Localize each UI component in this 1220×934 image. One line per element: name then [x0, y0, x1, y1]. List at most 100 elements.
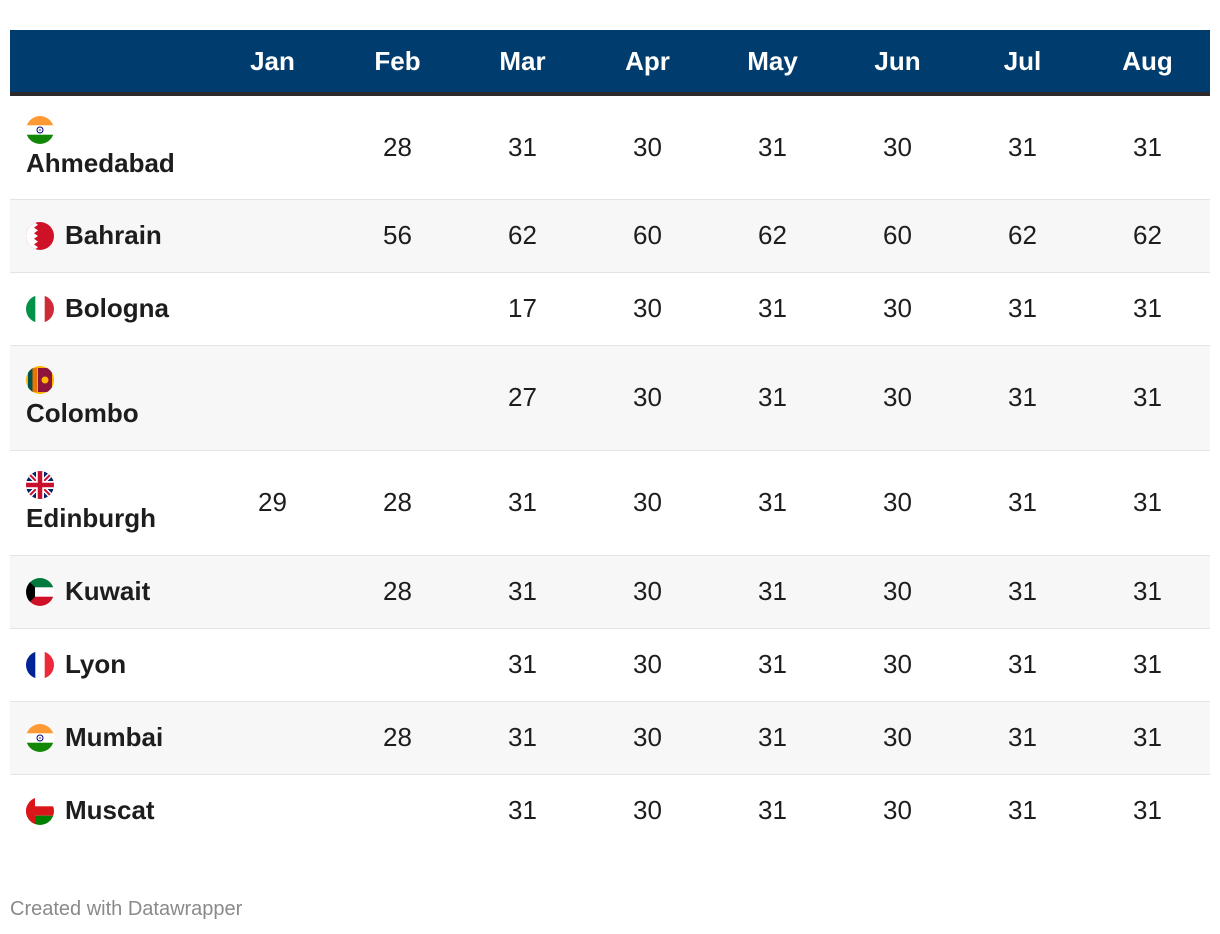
value-cell: 28: [335, 450, 460, 556]
value-cell: 28: [335, 94, 460, 200]
city-cell: Ahmedabad: [10, 94, 210, 200]
value-cell: 31: [460, 628, 585, 702]
value-cell: 31: [508, 795, 537, 826]
bahrain-flag-icon: [26, 221, 54, 250]
value-cell: 30: [835, 450, 960, 556]
value-cell: [210, 199, 335, 273]
value-cell: 31: [710, 628, 835, 702]
city-name: Mumbai: [65, 722, 164, 752]
kuwait-flag-icon: [26, 577, 54, 606]
value-cell: 30: [585, 450, 710, 556]
city-label-wrap: Kuwait: [26, 576, 210, 607]
value-cell: 31: [1085, 94, 1210, 200]
data-table: Jan Feb Mar Apr May Jun Jul Aug Ahmedaba…: [10, 30, 1210, 847]
city-label-wrap: Bahrain: [26, 220, 210, 251]
table-body: Ahmedabad 28 31 30 31 30 31 31 Bahrain 56 62 60 62 60…: [10, 94, 1210, 847]
value-cell: 30: [585, 628, 710, 702]
value-cell: 31: [758, 795, 787, 826]
value-cell: [210, 345, 335, 451]
data-table-container: Jan Feb Mar Apr May Jun Jul Aug Ahmedaba…: [10, 30, 1210, 847]
value-cell: 56: [335, 199, 460, 273]
city-label-wrap: Bologna: [26, 293, 210, 324]
uk-flag-icon: [26, 471, 54, 499]
value-cell: 28: [335, 701, 460, 775]
value-cell: [335, 628, 460, 702]
value-cell: [335, 774, 460, 847]
value-cell: 31: [710, 345, 835, 451]
table-row: Bologna 17 30 31 30 31 31: [10, 272, 1210, 346]
value-cell: 62: [460, 199, 585, 273]
value-cell: 31: [1085, 628, 1210, 702]
city-label-wrap: Edinburgh: [26, 471, 210, 534]
value-cell: 31: [1085, 701, 1210, 775]
value-cell: 30: [835, 94, 960, 200]
value-cell: 60: [835, 199, 960, 273]
value-cell: 60: [585, 199, 710, 273]
value-cell: 31: [960, 555, 1085, 629]
table-row: Colombo 27 30 31 30 31 31: [10, 345, 1210, 451]
value-cell: 30: [585, 94, 710, 200]
header-city: [10, 30, 210, 96]
value-cell: 62: [1085, 199, 1210, 273]
city-cell: Bahrain: [10, 199, 210, 273]
value-cell: 29: [210, 450, 335, 556]
value-cell: 31: [710, 94, 835, 200]
city-name: Muscat: [65, 795, 155, 826]
value-cell: [335, 272, 460, 346]
value-cell: 30: [835, 272, 960, 346]
value-cell: 31: [960, 450, 1085, 556]
table-row: Lyon 31 30 31 30 31 31: [10, 628, 1210, 702]
value-cell: [210, 628, 335, 702]
value-cell: 31: [710, 701, 835, 775]
header-aug: Aug: [1085, 30, 1210, 96]
value-cell: 30: [835, 701, 960, 775]
value-cell: 31: [1085, 272, 1210, 346]
value-cell: 31: [1008, 795, 1037, 826]
value-cell: [210, 272, 335, 346]
city-label-wrap: Ahmedabad: [26, 115, 210, 179]
italy-flag-icon: [26, 294, 54, 323]
value-cell: [210, 555, 335, 629]
value-cell: 31: [710, 555, 835, 629]
value-cell: 31: [960, 345, 1085, 451]
value-cell: 31: [1085, 450, 1210, 556]
value-cell: 31: [710, 450, 835, 556]
sri-lanka-flag-icon: [26, 366, 54, 394]
france-flag-icon: [26, 650, 54, 679]
table-row: Kuwait 28 31 30 31 30 31 31: [10, 555, 1210, 629]
table-row: Mumbai 28 31 30 31 30 31 31: [10, 701, 1210, 775]
value-cell: 31: [460, 701, 585, 775]
table-row: Bahrain 56 62 60 62 60 62 62: [10, 199, 1210, 273]
value-cell: 30: [585, 701, 710, 775]
value-cell: 31: [1085, 345, 1210, 451]
city-cell: Muscat: [10, 774, 210, 847]
city-label-wrap: Colombo: [26, 366, 210, 429]
city-label-wrap: Mumbai: [26, 722, 210, 753]
value-cell: [335, 345, 460, 451]
value-cell: 31: [710, 272, 835, 346]
value-cell: [210, 94, 335, 200]
city-name: Kuwait: [65, 576, 151, 606]
header-may: May: [710, 30, 835, 96]
value-cell: 30: [585, 272, 710, 346]
header-jun: Jun: [835, 30, 960, 96]
header-feb: Feb: [335, 30, 460, 96]
city-cell: Lyon: [10, 628, 210, 702]
city-cell: Mumbai: [10, 701, 210, 775]
value-cell: 31: [960, 272, 1085, 346]
header-jan: Jan: [210, 30, 335, 96]
value-cell: 31: [460, 94, 585, 200]
value-cell: 30: [835, 345, 960, 451]
city-cell: Bologna: [10, 272, 210, 346]
table-row: Edinburgh 29 28 31 30 31 30 31 31: [10, 450, 1210, 556]
value-cell: 30: [585, 345, 710, 451]
value-cell: 30: [585, 555, 710, 629]
footer-credit: Created with Datawrapper: [10, 898, 243, 920]
city-name: Bologna: [65, 293, 169, 323]
city-name: Colombo: [26, 398, 139, 428]
value-cell: 31: [960, 628, 1085, 702]
value-cell: 30: [883, 795, 912, 826]
header-jul: Jul: [960, 30, 1085, 96]
city-name: Ahmedabad: [26, 147, 175, 178]
header-apr: Apr: [585, 30, 710, 96]
